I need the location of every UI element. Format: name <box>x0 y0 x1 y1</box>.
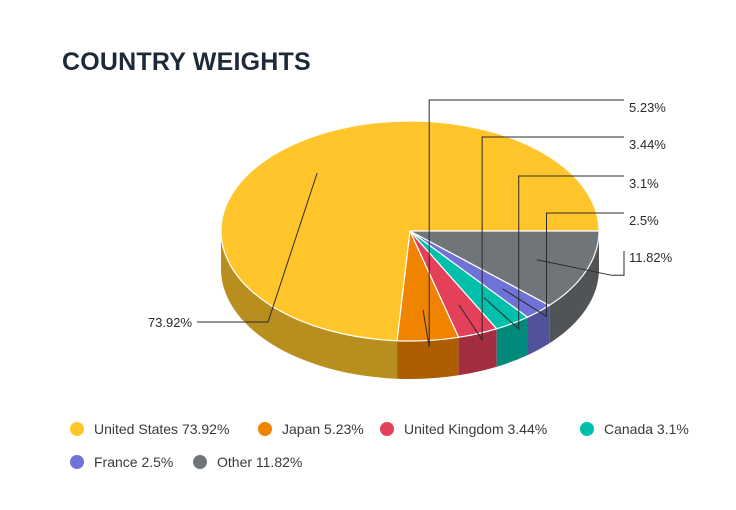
legend-label: Japan 5.23% <box>282 421 364 437</box>
data-label-other: 11.82% <box>629 250 673 265</box>
legend-item-france[interactable]: France 2.5% <box>70 454 173 470</box>
pie-side-united-kingdom <box>458 328 497 376</box>
legend-item-united-kingdom[interactable]: United Kingdom 3.44% <box>380 421 547 437</box>
legend-marker <box>258 422 272 436</box>
legend-label: United States 73.92% <box>94 421 230 437</box>
legend-label: France 2.5% <box>94 454 174 470</box>
pie-side-canada <box>496 317 528 367</box>
legend-marker <box>380 422 394 436</box>
data-label-japan: 5.23% <box>629 100 666 115</box>
legend-item-canada[interactable]: Canada 3.1% <box>580 421 689 437</box>
legend-marker <box>193 455 207 469</box>
legend-label: United Kingdom 3.44% <box>404 421 548 437</box>
legend-item-japan[interactable]: Japan 5.23% <box>258 421 364 437</box>
leader-line-other <box>536 251 625 276</box>
data-label-canada: 3.1% <box>629 176 659 191</box>
chart-title: COUNTRY WEIGHTS <box>62 48 311 76</box>
leader-line-canada <box>483 175 624 331</box>
leader-line-united-states <box>197 172 318 323</box>
legend-item-united-states[interactable]: United States 73.92% <box>70 421 229 437</box>
leader-line-united-kingdom <box>458 136 624 342</box>
legend-item-other[interactable]: Other 11.82% <box>193 454 302 470</box>
legend-marker <box>70 455 84 469</box>
data-label-united-kingdom: 3.44% <box>629 137 666 152</box>
legend: United States 73.92% Japan 5.23% United Ki… <box>0 418 736 488</box>
legend-marker <box>70 422 84 436</box>
data-label-france: 2.5% <box>629 213 659 228</box>
pie-side-united-states <box>221 231 398 379</box>
pie-side-japan <box>397 337 459 380</box>
legend-label: Other 11.82% <box>217 454 303 470</box>
pie-side-france <box>527 305 550 356</box>
data-label-united-states: 73.92% <box>148 315 193 330</box>
pie-slice-other[interactable] <box>409 230 600 306</box>
leader-line-japan <box>422 99 624 348</box>
pie-chart: 73.92% 5.23% 3.44% 3.1% 2.5% 11.82% <box>148 99 673 380</box>
legend-label: Canada 3.1% <box>604 421 689 437</box>
leader-line-france <box>502 212 624 318</box>
pie-side-other <box>549 231 599 344</box>
legend-marker <box>580 422 594 436</box>
